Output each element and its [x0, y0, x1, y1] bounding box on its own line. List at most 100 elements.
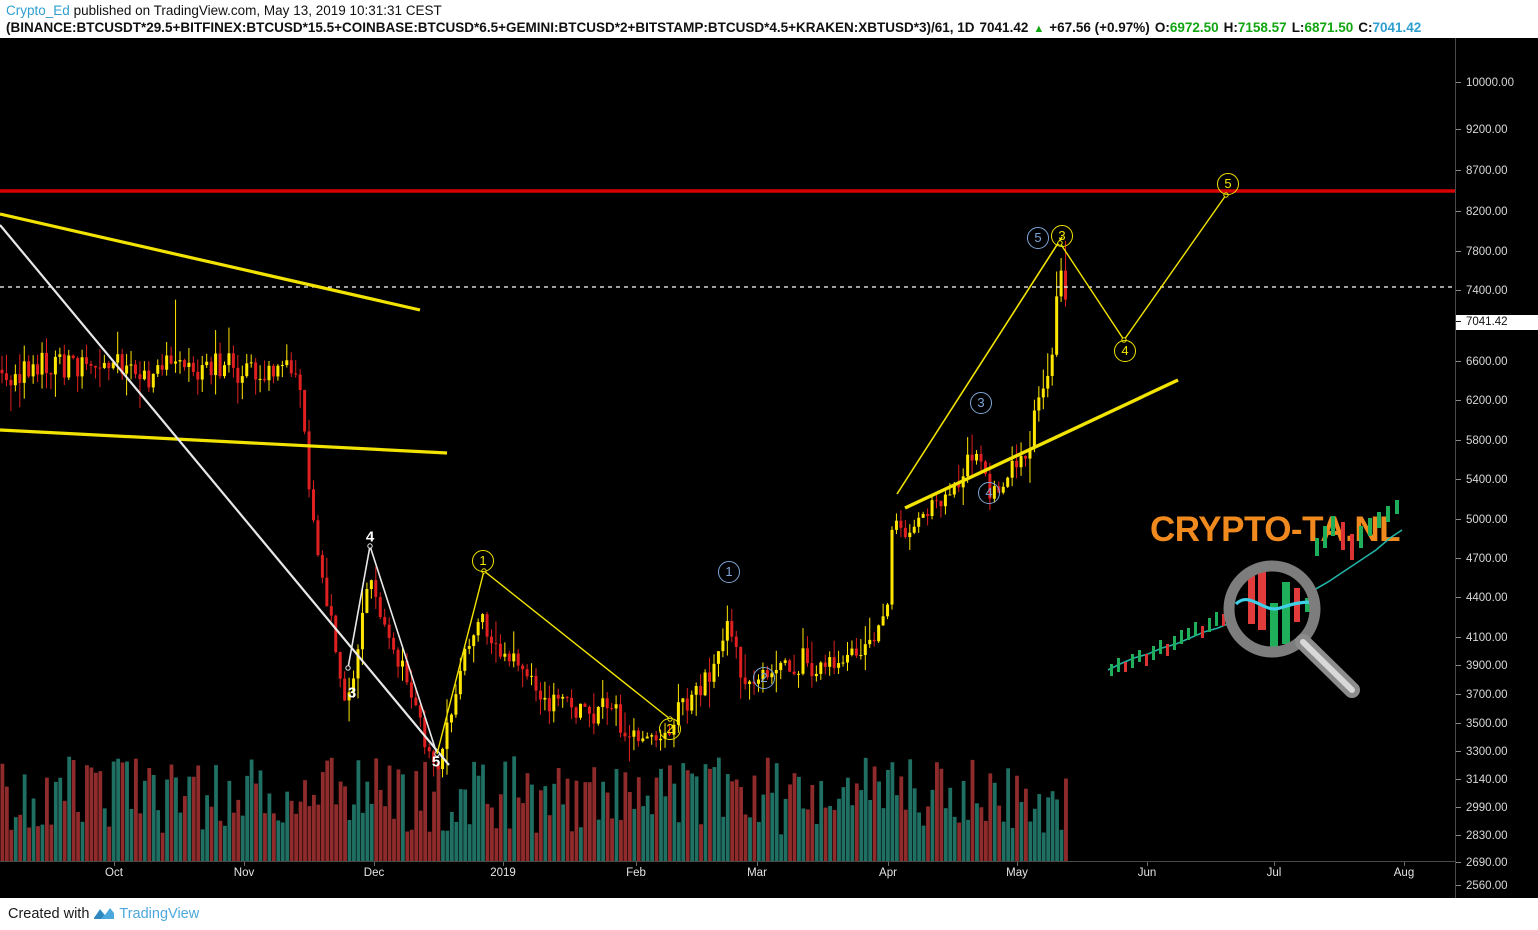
- wave-label-w-blue-4[interactable]: 4: [978, 482, 1000, 504]
- volume-bar: [240, 815, 245, 861]
- candle-body: [147, 370, 151, 388]
- candle-body: [556, 694, 560, 699]
- wave-label-w-blue-1[interactable]: 1: [718, 561, 740, 583]
- price-axis-tick: 3500.00: [1456, 717, 1538, 731]
- candle-body: [490, 636, 493, 644]
- volume-bar: [552, 783, 557, 861]
- candle-body: [894, 520, 898, 530]
- price-axis-tick: 6600.00: [1456, 355, 1538, 369]
- volume-bar: [543, 786, 548, 861]
- wave-projection-path[interactable]: [1059, 194, 1227, 342]
- candle-body: [966, 454, 970, 477]
- time-axis-gridmark: [114, 862, 115, 866]
- volume-bar: [863, 757, 868, 861]
- volume-bar: [160, 832, 165, 861]
- chart-area[interactable]: CRYPTO-TA.NL: [0, 38, 1538, 898]
- candle-body: [0, 369, 4, 374]
- drawing-anchor[interactable]: [367, 543, 373, 549]
- candle-body: [805, 648, 809, 664]
- volume-bar: [966, 819, 970, 861]
- volume-bar: [9, 829, 14, 861]
- volume-bar: [36, 826, 40, 861]
- volume-bar: [458, 789, 463, 861]
- tradingview-label[interactable]: TradingView: [119, 906, 200, 922]
- volume-bar: [320, 772, 325, 861]
- wave-label-w-blue-5[interactable]: 5: [1027, 227, 1049, 249]
- trendline[interactable]: [896, 236, 1063, 495]
- wave-label-w-blue-2[interactable]: 2: [753, 667, 775, 689]
- volume-bar: [703, 764, 708, 861]
- candle-body: [507, 653, 511, 662]
- price-axis-tick: 2990.00: [1456, 801, 1538, 815]
- volume-bar: [859, 790, 864, 861]
- plot-svg: [0, 189, 1455, 861]
- volume-bar: [908, 759, 913, 861]
- candle-body: [886, 604, 890, 617]
- candle-body: [329, 606, 333, 616]
- volume-bar: [534, 832, 539, 861]
- candle-body: [463, 648, 467, 671]
- price-plot-pane[interactable]: CRYPTO-TA.NL: [0, 38, 1455, 861]
- volume-bar: [819, 780, 824, 861]
- volume-bar: [512, 756, 517, 861]
- time-axis[interactable]: Oct Nov Dec 2019 Feb Mar Apr May Jun Jul Aug: [0, 861, 1455, 898]
- volume-bar: [427, 831, 432, 861]
- candle-body: [200, 365, 204, 380]
- candle-body: [930, 500, 934, 517]
- trendline[interactable]: [0, 226, 96, 658]
- header-publish-line: Crypto_Ed published on TradingView.com, …: [6, 2, 1538, 19]
- volume-bar: [961, 780, 966, 861]
- last-price: 7041.42: [979, 20, 1029, 35]
- price-axis[interactable]: 10000.00 9200.00 8700.00 8200.00 7800.00 7400…: [1455, 38, 1538, 898]
- volume-bar: [614, 769, 619, 861]
- wave-label-w-yellow-5[interactable]: 5: [1217, 173, 1239, 195]
- volume-bar: [76, 812, 80, 861]
- candle-body: [498, 643, 502, 657]
- volume-bar: [294, 813, 298, 861]
- trendline[interactable]: [0, 224, 450, 766]
- volume-bar: [565, 778, 570, 861]
- candle-body: [774, 669, 778, 674]
- wave-label-w-yellow-2[interactable]: 2: [659, 718, 681, 740]
- wave-label-w-yellow-1[interactable]: 1: [472, 550, 494, 572]
- trendline[interactable]: [0, 428, 448, 455]
- ohlc-close-label: C:: [1358, 20, 1373, 35]
- ohlc-high-label: H:: [1223, 20, 1238, 35]
- volume-bar: [298, 801, 303, 861]
- candle-body: [209, 361, 213, 376]
- volume-bar: [521, 803, 525, 861]
- price-axis-tick: 5800.00: [1456, 434, 1538, 448]
- trendline[interactable]: [904, 378, 1179, 510]
- volume-bar: [485, 803, 490, 861]
- volume-bar: [214, 765, 218, 861]
- volume-bars-layer: [0, 756, 1068, 861]
- volume-bar: [659, 768, 663, 861]
- author-link[interactable]: Crypto_Ed: [6, 3, 70, 18]
- volume-bar: [27, 827, 31, 861]
- candle-body: [263, 378, 267, 381]
- time-axis-gridmark: [636, 862, 637, 866]
- volume-bar: [983, 820, 988, 861]
- candle-body: [681, 698, 685, 703]
- candle-body: [627, 736, 631, 738]
- symbol-formula[interactable]: (BINANCE:BTCUSDT*29.5+BITFINEX:BTCUSD*15…: [6, 20, 975, 35]
- wave-label-w-yellow-3[interactable]: 3: [1051, 225, 1073, 247]
- wave-label-w-yellow-4[interactable]: 4: [1114, 340, 1136, 362]
- candle-body: [111, 362, 115, 369]
- wave-label-w-blue-3[interactable]: 3: [970, 392, 992, 414]
- drawing-anchor[interactable]: [345, 665, 351, 671]
- volume-bar: [120, 762, 125, 861]
- candle-body: [592, 713, 596, 724]
- candle-body: [819, 662, 823, 674]
- volume-bar: [467, 824, 472, 861]
- volume-bar: [832, 809, 837, 861]
- drawings-overlay-layer: [0, 189, 1455, 766]
- tradingview-logo-icon: [94, 908, 115, 919]
- candle-body: [89, 363, 93, 366]
- volume-bar: [525, 773, 530, 861]
- trendline[interactable]: [0, 212, 421, 312]
- volume-bar: [1037, 794, 1042, 861]
- volume-bar: [200, 829, 205, 861]
- volume-bar: [970, 759, 975, 861]
- wave-projection-path[interactable]: [436, 569, 671, 755]
